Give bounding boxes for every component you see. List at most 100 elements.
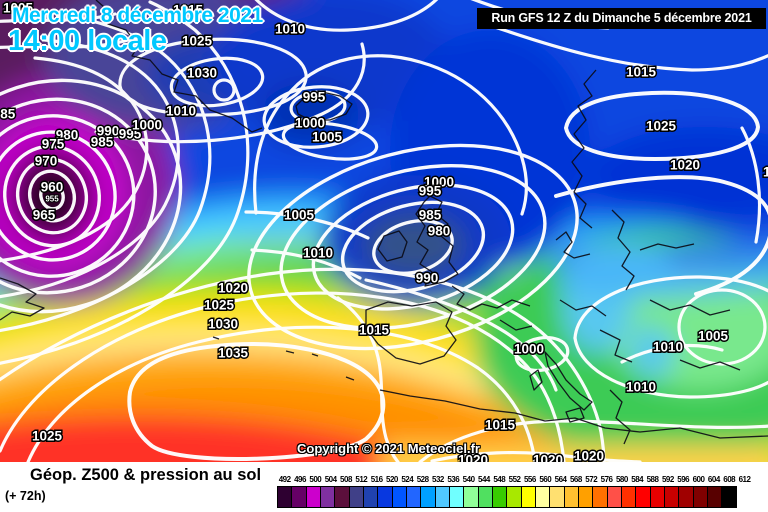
colorbar-ticks: 492 496 500 504 508 512 516 520 524 528 532 536 540 5… xyxy=(277,474,768,485)
legend-subtitle: (+ 72h) xyxy=(5,489,46,503)
colorbar-tick: 572 xyxy=(585,475,598,484)
colorbar-tick: 588 xyxy=(646,475,659,484)
colorbar-tick: 596 xyxy=(677,475,690,484)
colorbar-tick: 600 xyxy=(692,475,705,484)
pressure-label: 1015 xyxy=(173,3,204,18)
pressure-label: 960 xyxy=(41,180,64,195)
colorbar-tick: 496 xyxy=(294,475,306,484)
pressure-label: 1025 xyxy=(32,429,63,444)
coastlines xyxy=(0,0,768,445)
colorbar-swatch xyxy=(477,486,493,508)
colorbar-tick: 576 xyxy=(600,475,613,484)
pressure-label: 985 xyxy=(0,107,16,122)
colorbar-swatch xyxy=(463,486,479,508)
colorbar-tick: 532 xyxy=(432,475,444,484)
pressure-label: 1025 xyxy=(182,34,213,49)
contour-lines xyxy=(0,0,768,462)
colorbar-tick: 524 xyxy=(401,475,414,484)
colorbar-swatch xyxy=(534,486,551,508)
colorbar-tick: 580 xyxy=(615,475,628,484)
pressure-label: 980 xyxy=(428,224,451,239)
pressure-label: 955 xyxy=(45,195,59,204)
colorbar-tick: 592 xyxy=(661,475,674,484)
colorbar-tick: 564 xyxy=(554,475,567,484)
pressure-label: 985 xyxy=(419,208,442,223)
colorbar-tick: 512 xyxy=(355,475,368,484)
pressure-label: 1020 xyxy=(533,453,563,463)
pressure-label: 1025 xyxy=(204,298,235,313)
colorbar-swatch xyxy=(620,486,637,508)
pressure-label: 1015 xyxy=(763,165,768,180)
pressure-label: 1020 xyxy=(670,158,700,173)
pressure-label: 1005 xyxy=(312,130,343,145)
pressure-label: 995 xyxy=(419,184,442,199)
colorbar-swatch xyxy=(362,486,379,508)
colorbar-tick: 544 xyxy=(478,475,490,484)
colorbar-tick: 552 xyxy=(508,475,521,484)
colorbar-swatch xyxy=(434,486,450,508)
colorbar-swatch xyxy=(721,486,737,508)
weather-map: 1005101510251030101098599098097597098599… xyxy=(0,0,768,462)
colorbar-swatch xyxy=(348,486,364,508)
colorbar-swatch xyxy=(706,486,723,508)
pressure-label: 1005 xyxy=(3,1,34,16)
colorbar-tick: 504 xyxy=(324,475,337,484)
colorbar-tick: 508 xyxy=(340,475,352,484)
colorbar-tick: 608 xyxy=(723,475,736,484)
pressure-label: 1010 xyxy=(275,22,305,37)
colorbar-swatch xyxy=(391,486,407,508)
colorbar-swatch xyxy=(420,486,436,508)
colorbar-tick: 516 xyxy=(370,475,383,484)
pressure-label: 995 xyxy=(119,127,142,142)
colorbar-swatch xyxy=(692,486,708,508)
colorbar-swatch xyxy=(506,486,522,508)
pressure-label: 1005 xyxy=(284,208,315,223)
pressure-label: 995 xyxy=(303,90,326,105)
pressure-label: 1015 xyxy=(359,323,390,338)
colorbar-swatch xyxy=(592,486,608,508)
colorbar-swatch xyxy=(377,486,393,508)
pressure-label: 1010 xyxy=(166,104,196,119)
pressure-label: 1025 xyxy=(646,119,677,134)
colorbar-swatch xyxy=(649,486,665,508)
colorbar-tick: 540 xyxy=(462,475,475,484)
pressure-label: 990 xyxy=(416,271,439,286)
colorbar-swatch xyxy=(606,486,622,508)
colorbar-tick: 568 xyxy=(569,475,582,484)
pressure-label: 990 xyxy=(97,124,120,139)
map-canvas: 1005101510251030101098599098097597098599… xyxy=(0,0,768,462)
legend-bar: Géop. Z500 & pression au sol (+ 72h) 492… xyxy=(0,462,768,512)
colorbar-tick: 548 xyxy=(493,475,506,484)
colorbar-swatch xyxy=(491,486,508,508)
pressure-label: 1010 xyxy=(303,246,333,261)
colorbar-swatch xyxy=(663,486,680,508)
pressure-label: 1015 xyxy=(626,65,657,80)
colorbar-swatch xyxy=(291,486,307,508)
colorbar-tick: 556 xyxy=(523,475,536,484)
pressure-labels-layer: 1005101510251030101098599098097597098599… xyxy=(0,0,768,463)
pressure-label: 1010 xyxy=(626,380,656,395)
colorbar-swatch xyxy=(319,486,336,508)
pressure-label: 965 xyxy=(33,208,56,223)
pressure-label: 975 xyxy=(42,137,65,152)
pressure-label: 1000 xyxy=(132,118,162,133)
pressure-label: 1020 xyxy=(574,449,604,463)
colorbar-swatch xyxy=(563,486,579,508)
legend-title: Géop. Z500 & pression au sol xyxy=(30,466,262,484)
pressure-label: 1000 xyxy=(424,175,454,190)
colorbar-swatch xyxy=(520,486,536,508)
pressure-label: 1030 xyxy=(208,317,238,332)
colorbar-swatches xyxy=(277,486,768,508)
pressure-label: 1020 xyxy=(218,281,248,296)
colorbar-tick: 528 xyxy=(416,475,429,484)
colorbar-swatch xyxy=(405,486,422,508)
colorbar-swatch xyxy=(334,486,350,508)
pressure-label: 1000 xyxy=(514,342,544,357)
colorbar-swatch xyxy=(448,486,465,508)
pressure-label: 1020 xyxy=(458,453,488,463)
pressure-label: 1000 xyxy=(295,116,325,131)
colorbar-tick: 604 xyxy=(707,475,720,484)
pressure-label: 1030 xyxy=(187,66,217,81)
colorbar-tick: 612 xyxy=(738,475,751,484)
colorbar-tick: 584 xyxy=(631,475,644,484)
